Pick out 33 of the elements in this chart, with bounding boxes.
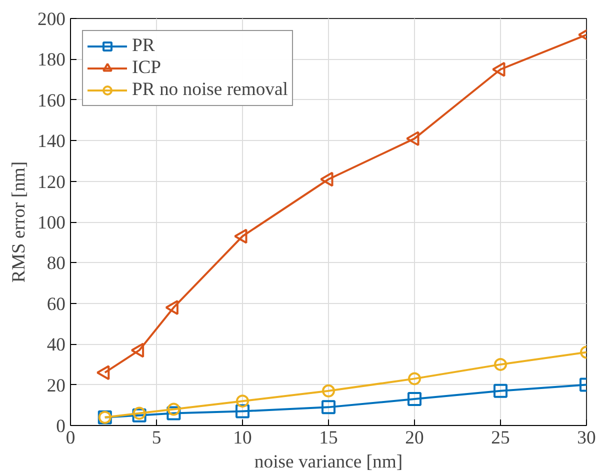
x-axis-title: noise variance [nm] [254, 452, 403, 472]
x-tick-label: 5 [152, 428, 162, 448]
point [132, 406, 146, 420]
point [320, 172, 334, 187]
legend-label: ICP [132, 57, 162, 79]
point [406, 131, 420, 146]
x-tick-label: 20 [405, 428, 424, 448]
y-axis-title: RMS error [nm] [8, 161, 30, 283]
x-tick-label: 25 [491, 428, 510, 448]
point [322, 400, 336, 414]
legend-label: PR no noise removal [132, 79, 288, 101]
point [236, 394, 249, 408]
point [234, 228, 248, 244]
point [492, 62, 506, 77]
y-tick-label: 120 [38, 172, 66, 193]
point [166, 406, 181, 420]
point [167, 402, 180, 416]
y-tick-label: 200 [38, 9, 66, 30]
y-tick-label: 160 [38, 90, 66, 112]
y-tick-label: 180 [38, 50, 66, 71]
point [236, 404, 250, 418]
point [132, 408, 146, 422]
x-tick-label: 30 [577, 428, 596, 448]
y-tick-label: 20 [46, 375, 66, 396]
y-tick-label: 40 [46, 334, 66, 356]
legend-label: PR [132, 35, 155, 57]
x-tick-label: 10 [233, 428, 252, 448]
x-tick-label: 15 [319, 428, 338, 448]
point [322, 384, 335, 398]
y-tick-label: 140 [38, 131, 66, 152]
y-tick-label: 100 [38, 212, 66, 234]
y-tick-label: 80 [46, 253, 66, 274]
y-tick-label: 60 [46, 294, 66, 315]
